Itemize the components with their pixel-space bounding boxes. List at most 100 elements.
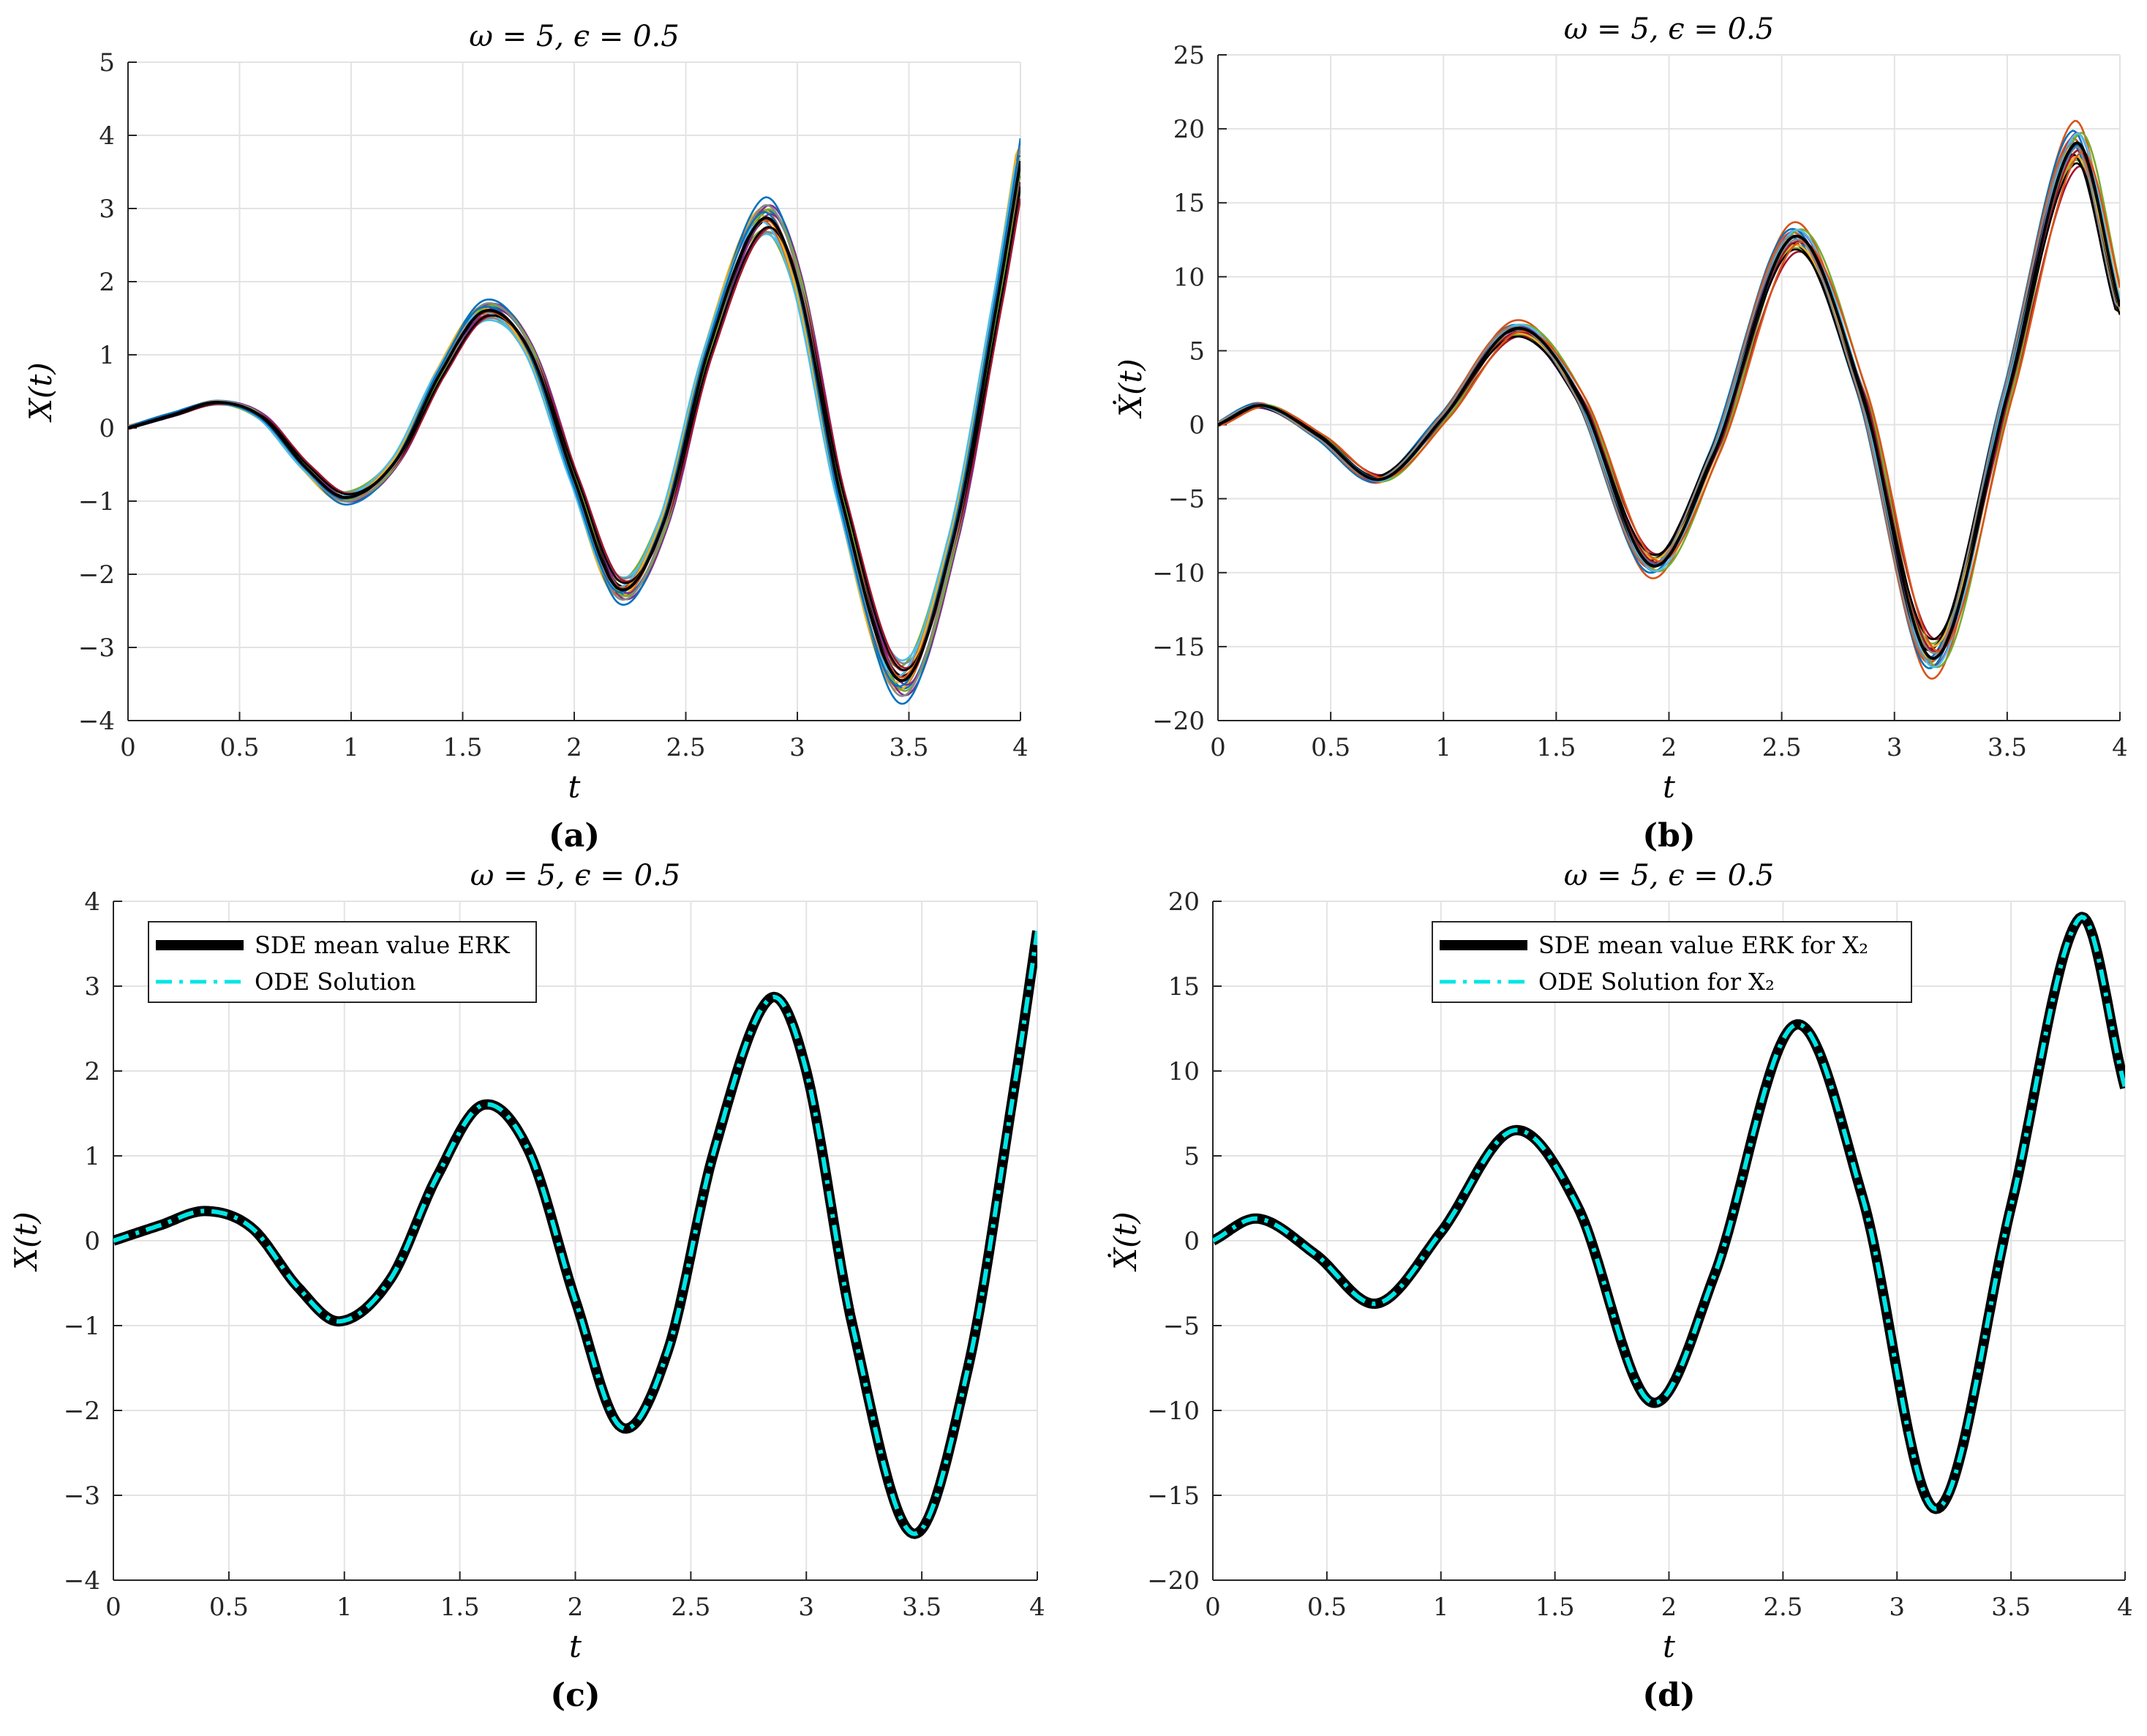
x-axis-label: t — [1663, 769, 1675, 805]
x-tick-label: 2.5 — [1762, 733, 1802, 762]
chart-panel-b: 0 0.5 1 1.5 2 2.5 3 3.5 4 −20 −15 −10 −5 0 5 10 15 20 25 ω … — [1112, 12, 2128, 854]
series-ode-solution — [1213, 914, 2125, 1511]
sample-path — [128, 186, 1020, 672]
y-tick-label: 0 — [99, 414, 115, 443]
x-tick-label: 1 — [1433, 1593, 1449, 1622]
x-tick-label: 1 — [343, 733, 359, 762]
x-tick-label: 3.5 — [1988, 733, 2027, 762]
y-tick-label: −10 — [1147, 1397, 1200, 1426]
x-tick-label: 2 — [1661, 733, 1677, 762]
y-tick-label: −3 — [64, 1481, 100, 1511]
x-tick-label: 4 — [1029, 1593, 1045, 1622]
x-tick-label: 1.5 — [1535, 1593, 1575, 1622]
x-tick-label: 4 — [2117, 1593, 2133, 1622]
y-tick-label: 10 — [1173, 263, 1205, 292]
y-tick-label: −5 — [1168, 485, 1205, 514]
series-ode-solution — [113, 931, 1037, 1536]
y-axis-label: Ẋ(t) — [1112, 358, 1148, 419]
x-tick-label: 0.5 — [1311, 733, 1350, 762]
panel-caption: (a) — [549, 817, 600, 854]
y-tick-label: 20 — [1173, 115, 1205, 144]
chart-title: ω = 5, ϵ = 0.5 — [1564, 12, 1774, 46]
y-tick-label: −5 — [1163, 1312, 1200, 1341]
y-tick-label: 5 — [1189, 337, 1205, 366]
y-axis-label: X(t) — [23, 362, 59, 423]
curves — [1218, 119, 2120, 680]
x-axis-label: t — [569, 1628, 582, 1664]
x-tick-label: 4 — [2112, 733, 2128, 762]
y-tick-label: −15 — [1147, 1481, 1200, 1511]
x-tick-label: 0 — [105, 1593, 121, 1622]
x-tick-label: 2 — [1661, 1593, 1677, 1622]
mean-path — [1218, 141, 2120, 661]
x-tick-label: 2 — [568, 1593, 584, 1622]
legend-label: ODE Solution — [255, 968, 416, 996]
y-tick-label: −15 — [1152, 633, 1205, 662]
y-tick-label: −20 — [1152, 707, 1205, 736]
x-tick-label: 3 — [789, 733, 805, 762]
x-tick-label: 2.5 — [1763, 1593, 1802, 1622]
legend-box — [1432, 921, 1912, 1003]
y-tick-label: −1 — [64, 1312, 100, 1341]
x-tick-label: 1 — [336, 1593, 353, 1622]
y-tick-label: 15 — [1173, 189, 1205, 218]
y-tick-label: −4 — [64, 1566, 100, 1596]
curves — [128, 138, 1020, 705]
chart-title: ω = 5, ϵ = 0.5 — [470, 859, 680, 893]
y-tick-label: −2 — [78, 560, 115, 590]
y-tick-label: −3 — [78, 634, 115, 663]
y-tick-label: 0 — [1189, 411, 1205, 440]
mean-path — [128, 160, 1020, 683]
chart-panel-a: 0 0.5 1 1.5 2 2.5 3 3.5 4 −4 −3 −2 −1 0 1 2 3 4 5 ω = 5, ϵ … — [23, 20, 1029, 854]
sample-path — [128, 155, 1020, 688]
chart-title: ω = 5, ϵ = 0.5 — [1564, 859, 1774, 893]
x-tick-label: 1.5 — [443, 733, 482, 762]
legend: SDE mean value ERK for X₂ ODE Solution fo… — [1432, 921, 1912, 1003]
x-tick-label: 3.5 — [889, 733, 928, 762]
chart-panel-c: 0 0.5 1 1.5 2 2.5 3 3.5 4 −4 −3 −2 −1 0 1 2 3 4 ω = 5, ϵ =… — [8, 859, 1045, 1714]
x-tick-label: 2 — [566, 733, 582, 762]
y-tick-label: −4 — [78, 707, 115, 736]
x-tick-label: 2.5 — [666, 733, 705, 762]
y-tick-label: 5 — [1184, 1142, 1200, 1171]
y-tick-label: −1 — [78, 487, 115, 516]
x-tick-label: 3 — [798, 1593, 814, 1622]
y-tick-label: 1 — [84, 1142, 100, 1171]
y-tick-label: 2 — [99, 268, 115, 297]
y-tick-label: 5 — [99, 48, 115, 78]
x-tick-label: 3 — [1887, 733, 1903, 762]
panel-caption: (b) — [1642, 817, 1695, 854]
sample-path — [128, 198, 1020, 669]
panel-caption: (d) — [1642, 1677, 1695, 1714]
y-tick-label: 3 — [99, 195, 115, 224]
y-tick-label: 25 — [1173, 41, 1205, 70]
x-tick-label: 2.5 — [671, 1593, 710, 1622]
y-axis-label: X(t) — [8, 1211, 44, 1272]
panel-caption: (c) — [550, 1677, 600, 1714]
chart-panel-d: 0 0.5 1 1.5 2 2.5 3 3.5 4 −20 −15 −10 −5 0 5 10 15 20 ω = … — [1107, 859, 2133, 1714]
y-tick-label: −2 — [64, 1397, 100, 1426]
legend-label: SDE mean value ERK — [255, 931, 511, 959]
y-tick-label: 0 — [84, 1227, 100, 1256]
x-tick-label: 0 — [1205, 1593, 1221, 1622]
curves — [113, 930, 1037, 1539]
y-tick-label: 15 — [1168, 972, 1200, 1002]
x-tick-label: 0 — [120, 733, 136, 762]
legend-box — [148, 921, 537, 1003]
x-tick-label: 3.5 — [1991, 1593, 2031, 1622]
y-tick-label: 0 — [1184, 1227, 1200, 1256]
x-axis-label: t — [568, 769, 581, 805]
y-tick-label: 1 — [99, 341, 115, 370]
y-tick-label: 4 — [99, 121, 115, 151]
x-tick-label: 0.5 — [1307, 1593, 1347, 1622]
y-tick-label: −20 — [1147, 1566, 1200, 1596]
y-tick-label: −10 — [1152, 559, 1205, 588]
y-tick-label: 4 — [84, 887, 100, 917]
legend-label: SDE mean value ERK for X₂ — [1538, 931, 1868, 959]
legend-label: ODE Solution for X₂ — [1538, 968, 1775, 996]
x-tick-label: 1.5 — [440, 1593, 480, 1622]
y-tick-label: 20 — [1168, 887, 1200, 917]
x-tick-label: 1 — [1435, 733, 1451, 762]
x-tick-label: 0.5 — [219, 733, 259, 762]
